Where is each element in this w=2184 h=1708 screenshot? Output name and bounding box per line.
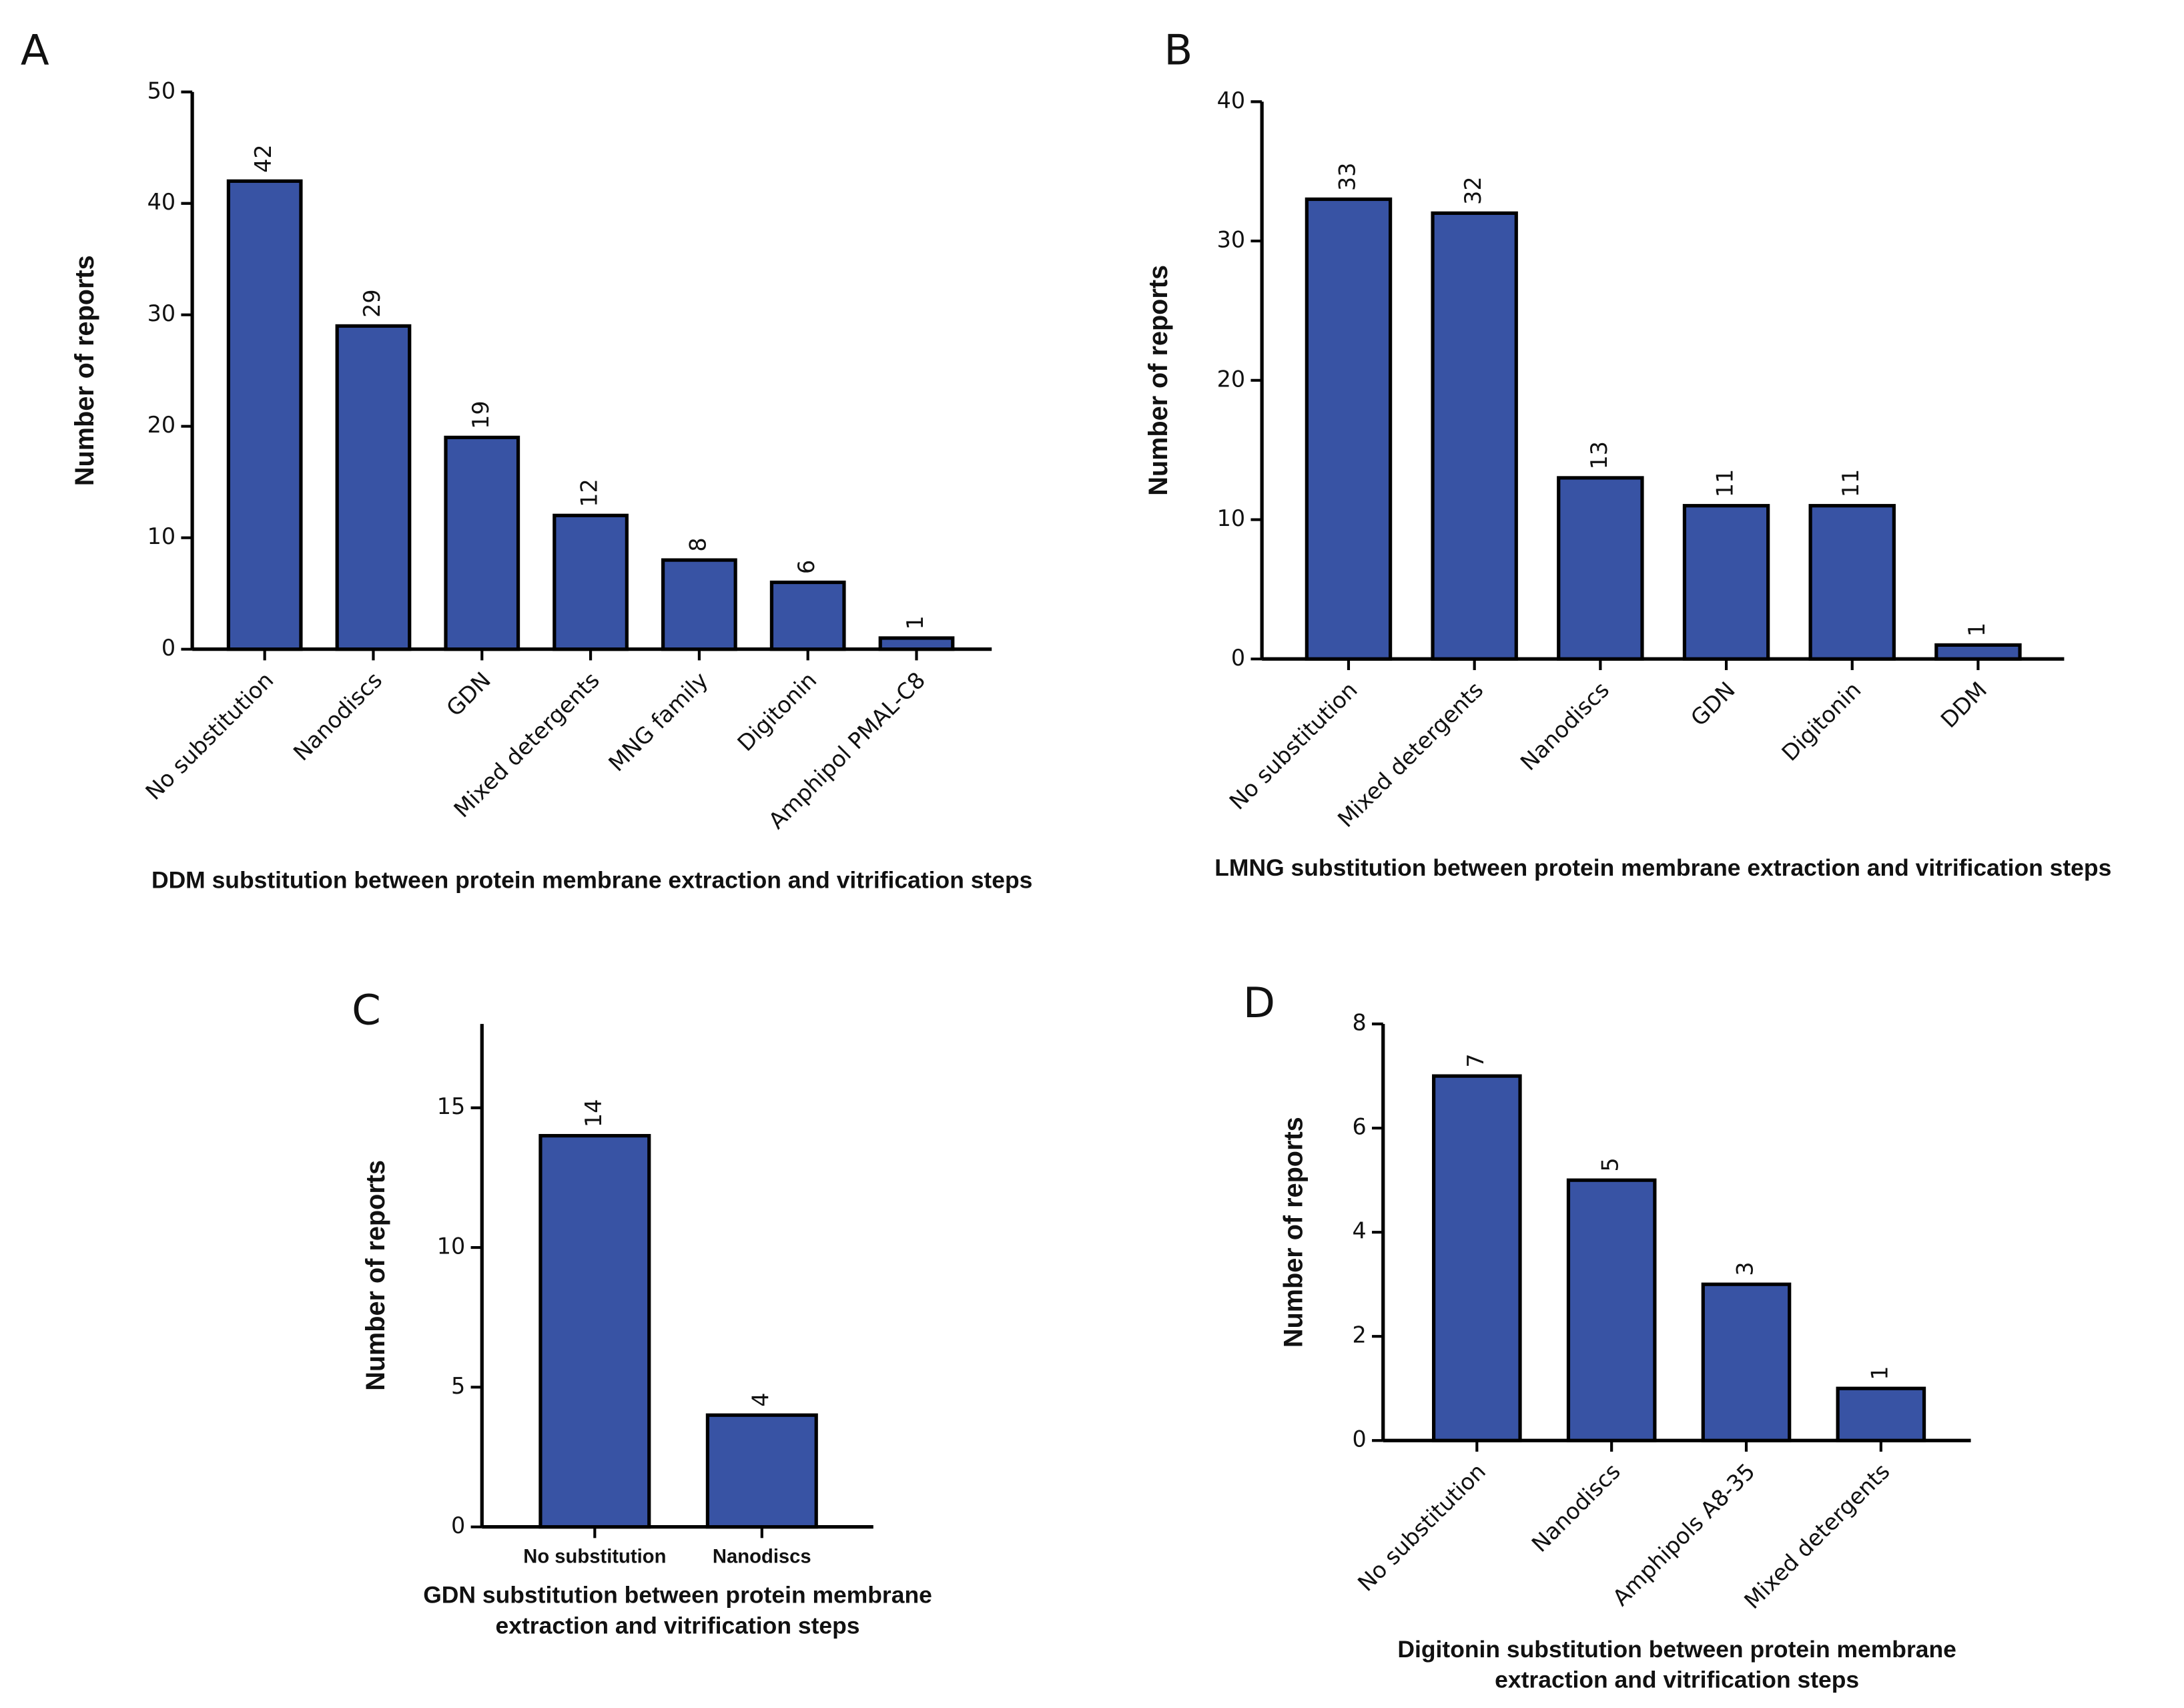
y-axis-label: Number of reports xyxy=(1144,265,1173,496)
x-axis-label: LMNG substitution between protein membra… xyxy=(1214,854,2111,881)
y-tick-label: 20 xyxy=(147,412,175,438)
bar xyxy=(661,558,737,651)
bar xyxy=(1682,504,1770,661)
x-tick-label: Nanodiscs xyxy=(1515,677,1614,776)
y-tick-label: 40 xyxy=(1217,87,1245,113)
x-axis-label: DDM substitution between protein membran… xyxy=(151,867,1032,894)
bar xyxy=(444,435,520,651)
value-label: 1 xyxy=(1964,623,1990,637)
value-label: 11 xyxy=(1712,469,1738,497)
value-label: 32 xyxy=(1460,176,1486,204)
x-tick-label: No substitution xyxy=(523,1546,666,1567)
y-tick-label: 15 xyxy=(437,1093,465,1119)
x-axis-label: Digitonin substitution between protein m… xyxy=(1397,1636,1956,1663)
bar xyxy=(538,1133,651,1529)
value-label: 7 xyxy=(1463,1053,1489,1067)
panel-label: A xyxy=(21,25,49,74)
bar xyxy=(1934,643,2022,661)
y-tick-label: 0 xyxy=(1352,1426,1366,1452)
y-tick-label: 30 xyxy=(147,300,175,326)
value-label: 29 xyxy=(359,289,385,317)
x-tick-label: Digitonin xyxy=(732,667,821,756)
x-tick-label: No substitution xyxy=(1224,677,1363,815)
x-tick-label: GDN xyxy=(1686,677,1740,732)
value-label: 14 xyxy=(581,1099,607,1127)
value-label: 4 xyxy=(747,1392,773,1406)
bar xyxy=(769,580,846,651)
x-tick-label: Amphipols A8-35 xyxy=(1607,1458,1760,1611)
x-tick-label: Nanodiscs xyxy=(1527,1458,1625,1557)
y-tick-label: 4 xyxy=(1352,1218,1366,1244)
y-tick-label: 0 xyxy=(1231,645,1245,671)
bar xyxy=(553,513,629,651)
x-tick-label: No substitution xyxy=(140,667,278,805)
value-label: 8 xyxy=(685,537,711,551)
value-label: 6 xyxy=(793,560,819,574)
x-tick-label: GDN xyxy=(441,667,496,722)
value-label: 1 xyxy=(1866,1366,1892,1380)
chart-panel: C Number of reports 0 5 10 15 14 No substitutio… xyxy=(352,986,932,1639)
y-tick-label: 30 xyxy=(1217,227,1245,253)
bar xyxy=(1701,1282,1792,1442)
value-label: 5 xyxy=(1597,1157,1623,1171)
value-label: 12 xyxy=(577,479,603,507)
value-label: 19 xyxy=(468,400,494,429)
y-tick-label: 0 xyxy=(161,635,175,661)
y-tick-label: 2 xyxy=(1352,1322,1366,1348)
y-tick-label: 10 xyxy=(147,523,175,549)
y-tick-label: 0 xyxy=(451,1512,465,1538)
bar xyxy=(705,1413,818,1529)
bar xyxy=(1836,1386,1926,1442)
chart-panel: A Number of reports 0 10 20 30 40 50 42 No substi… xyxy=(21,25,1033,893)
bar xyxy=(335,324,412,651)
value-label: 13 xyxy=(1586,441,1612,469)
y-axis-label: Number of reports xyxy=(1279,1117,1309,1348)
x-tick-label: Mixed detergents xyxy=(1739,1458,1894,1614)
x-axis-label: extraction and vitrification steps xyxy=(1495,1667,1859,1693)
y-axis-label: Number of reports xyxy=(361,1160,390,1391)
y-tick-label: 10 xyxy=(1217,505,1245,531)
bar xyxy=(1432,1074,1522,1442)
x-axis-label: extraction and vitrification steps xyxy=(496,1612,860,1639)
value-label: 3 xyxy=(1732,1261,1758,1275)
x-tick-label: MNG family xyxy=(603,667,713,776)
x-tick-label: Nanodiscs xyxy=(288,667,387,766)
y-tick-label: 50 xyxy=(147,77,175,103)
y-axis-label: Number of reports xyxy=(70,255,99,486)
value-label: 11 xyxy=(1838,469,1864,497)
panel-label: D xyxy=(1243,978,1275,1027)
bar xyxy=(1557,476,1644,661)
bar xyxy=(1566,1178,1657,1442)
x-axis-label: GDN substitution between protein membran… xyxy=(423,1581,932,1608)
y-tick-label: 5 xyxy=(451,1373,465,1399)
x-tick-label: DDM xyxy=(1936,677,1992,733)
value-label: 42 xyxy=(250,144,276,172)
y-tick-label: 8 xyxy=(1352,1010,1366,1036)
y-tick-label: 10 xyxy=(437,1233,465,1259)
bar xyxy=(1808,504,1896,661)
panel-label: B xyxy=(1164,25,1192,74)
x-tick-label: Nanodiscs xyxy=(713,1546,811,1567)
y-tick-label: 40 xyxy=(147,189,175,215)
bar xyxy=(878,636,955,651)
y-tick-label: 20 xyxy=(1217,366,1245,392)
y-tick-label: 6 xyxy=(1352,1114,1366,1140)
chart-panel: D Number of reports 0 2 4 6 8 7 No substitution 5… xyxy=(1243,978,1971,1693)
value-label: 1 xyxy=(902,615,928,629)
x-tick-label: No substitution xyxy=(1353,1458,1491,1597)
x-tick-label: Digitonin xyxy=(1776,677,1866,766)
value-label: 33 xyxy=(1334,162,1360,190)
bar xyxy=(226,179,303,651)
bar xyxy=(1305,197,1393,661)
panel-label: C xyxy=(352,986,381,1035)
chart-panel: B Number of reports 0 10 20 30 40 33 No substitu… xyxy=(1144,25,2111,880)
bar xyxy=(1431,211,1518,661)
